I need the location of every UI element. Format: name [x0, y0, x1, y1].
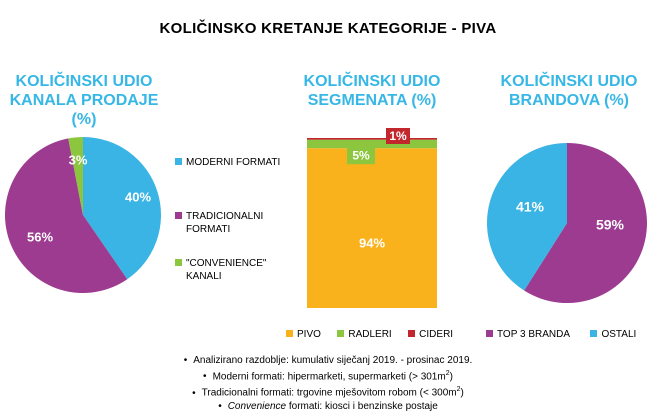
legend-item-moderni: MODERNI FORMATI — [175, 156, 295, 169]
legend-swatch — [408, 330, 416, 337]
legend-label: TOP 3 BRANDA — [497, 329, 570, 340]
legend-swatch — [590, 330, 598, 337]
legend-label: OSTALI — [601, 329, 637, 340]
legend-item-tradicionalni: TRADICIONALNI FORMATI — [175, 210, 295, 236]
legend-channels: MODERNI FORMATI TRADICIONALNI FORMATI "C… — [175, 156, 295, 283]
legend-brands: TOP 3 BRANDA OSTALI — [486, 324, 654, 342]
bar-segment — [307, 138, 437, 140]
pie-chart-channels: 40% 56% 3% — [5, 137, 162, 293]
legend-swatch — [286, 330, 293, 337]
legend-label: RADLERI — [348, 329, 392, 340]
legend-label: "CONVENIENCE" — [186, 258, 267, 269]
legend-item-top3: TOP 3 BRANDA — [486, 329, 570, 340]
legend-item-cideri: CIDERI — [408, 329, 453, 340]
footnotes: • Analizirano razdoblje: kumulativ siječa… — [0, 354, 656, 413]
bar-label: 5% — [352, 148, 370, 162]
main-title: KOLIČINSKO KRETANJE KATEGORIJE - PIVA — [159, 20, 497, 37]
chart3-title: KOLIČINSKI UDIO BRANDOVA (%) — [500, 73, 638, 109]
stacked-bar-segments: 94% 5% 1% — [307, 128, 437, 308]
bar-label-box — [386, 128, 410, 144]
pie-slice — [486, 143, 567, 291]
chart1-title: KOLIČINSKI UDIO KANALA PRODAJE (%) — [9, 73, 159, 128]
pie-slice — [68, 137, 83, 215]
legend-label: TRADICIONALNI — [186, 211, 264, 222]
legend-item-pivo: PIVO — [286, 329, 321, 340]
legend-label: MODERNI FORMATI — [186, 157, 281, 168]
bar-label: 1% — [389, 129, 407, 143]
legend-item-ostali: OSTALI — [590, 329, 636, 340]
pie-slice-label: 41% — [516, 199, 545, 215]
bar-label-box — [347, 146, 375, 165]
legend-swatch — [486, 330, 493, 337]
pie-slice-label: 59% — [596, 217, 625, 233]
legend-item-radleri: RADLERI — [337, 329, 392, 340]
legend-label: CIDERI — [419, 329, 454, 340]
pie-chart-brands: 59% 41% — [486, 143, 647, 303]
bar-segment — [307, 139, 437, 149]
legend-segments: PIVO RADLERI CIDERI — [286, 324, 476, 342]
legend-swatch — [337, 330, 345, 337]
pie-slice — [83, 137, 162, 280]
note-moderni: • Moderni formati: hipermarketi, supermar… — [203, 370, 453, 383]
pie-slice — [524, 143, 647, 303]
legend-swatch — [175, 158, 182, 165]
legend-label: PIVO — [297, 329, 321, 340]
legend-item-convenience: "CONVENIENCE" KANALI — [175, 257, 295, 283]
note-convenience: • Convenience formati: kiosci i benzinske… — [218, 400, 438, 412]
pie-slice-label: 40% — [125, 189, 151, 204]
legend-swatch — [175, 212, 182, 219]
note-period: • Analizirano razdoblje: kumulativ siječa… — [183, 355, 473, 366]
legend-label-cont: KANALI — [186, 271, 222, 282]
note-tradicionalni: • Tradicionalni formati: trgovine mješovi… — [192, 386, 464, 399]
chart2-title: KOLIČINSKI UDIO SEGMENATA (%) — [303, 73, 441, 109]
pie-slice — [5, 138, 128, 293]
legend-label-cont: FORMATI — [186, 224, 231, 235]
pie-slice-label: 3% — [69, 152, 88, 167]
pie-slice-label: 56% — [27, 229, 53, 244]
bar-label: 94% — [359, 236, 385, 251]
legend-swatch — [175, 259, 182, 266]
bar-segment — [307, 148, 437, 308]
